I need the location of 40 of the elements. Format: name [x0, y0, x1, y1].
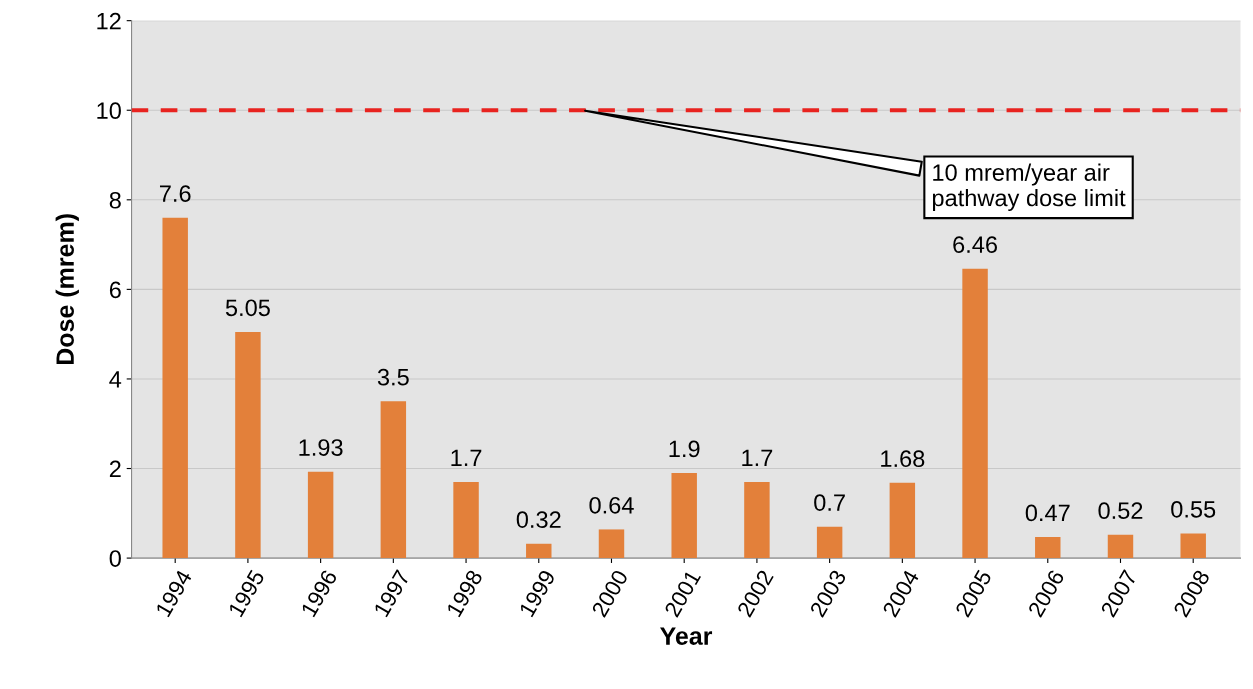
y-tick-label: 4: [109, 371, 122, 388]
data-label: 0.55: [1171, 500, 1216, 518]
data-label: 1.7: [451, 449, 482, 466]
data-label: 0.47: [1025, 504, 1070, 522]
data-label: 5.05: [225, 299, 270, 317]
y-axis-title: Dose (mrem): [55, 214, 79, 365]
bar: [453, 481, 479, 559]
y-tick-label: 10: [97, 102, 121, 120]
bar: [598, 529, 625, 559]
bar: [744, 481, 770, 559]
y-tick-label: 12: [97, 12, 121, 30]
data-label: 6.46: [953, 236, 997, 253]
bar: [1107, 534, 1134, 559]
data-label: 1.93: [299, 439, 343, 456]
bar: [380, 401, 407, 559]
data-label: 0.64: [589, 496, 634, 514]
bar: [235, 331, 261, 559]
data-label: 0.32: [516, 511, 561, 528]
bar: [1180, 533, 1206, 559]
y-tick-label: 6: [109, 281, 121, 299]
bar: [962, 268, 988, 559]
bar: [1035, 537, 1061, 559]
data-label: 0.7: [814, 494, 845, 511]
bar: [307, 471, 334, 559]
y-tick-label: 8: [109, 191, 121, 209]
data-label: 1.7: [742, 449, 773, 466]
bar: [526, 543, 552, 559]
data-label: 7.6: [159, 185, 191, 202]
data-label: 0.52: [1098, 502, 1143, 520]
data-label: 1.68: [881, 450, 925, 468]
ref-line-label: 10 mrem/year air pathway dose limit: [932, 163, 1126, 212]
bar: [889, 482, 916, 559]
data-label: 1.9: [669, 440, 700, 458]
bar: [671, 473, 697, 559]
y-tick-label: 2: [109, 460, 121, 478]
bar: [816, 526, 843, 559]
x-axis-title: Year: [660, 627, 713, 645]
data-label: 3.5: [377, 368, 409, 386]
bar: [162, 217, 188, 559]
y-tick-label: 0: [109, 550, 121, 567]
